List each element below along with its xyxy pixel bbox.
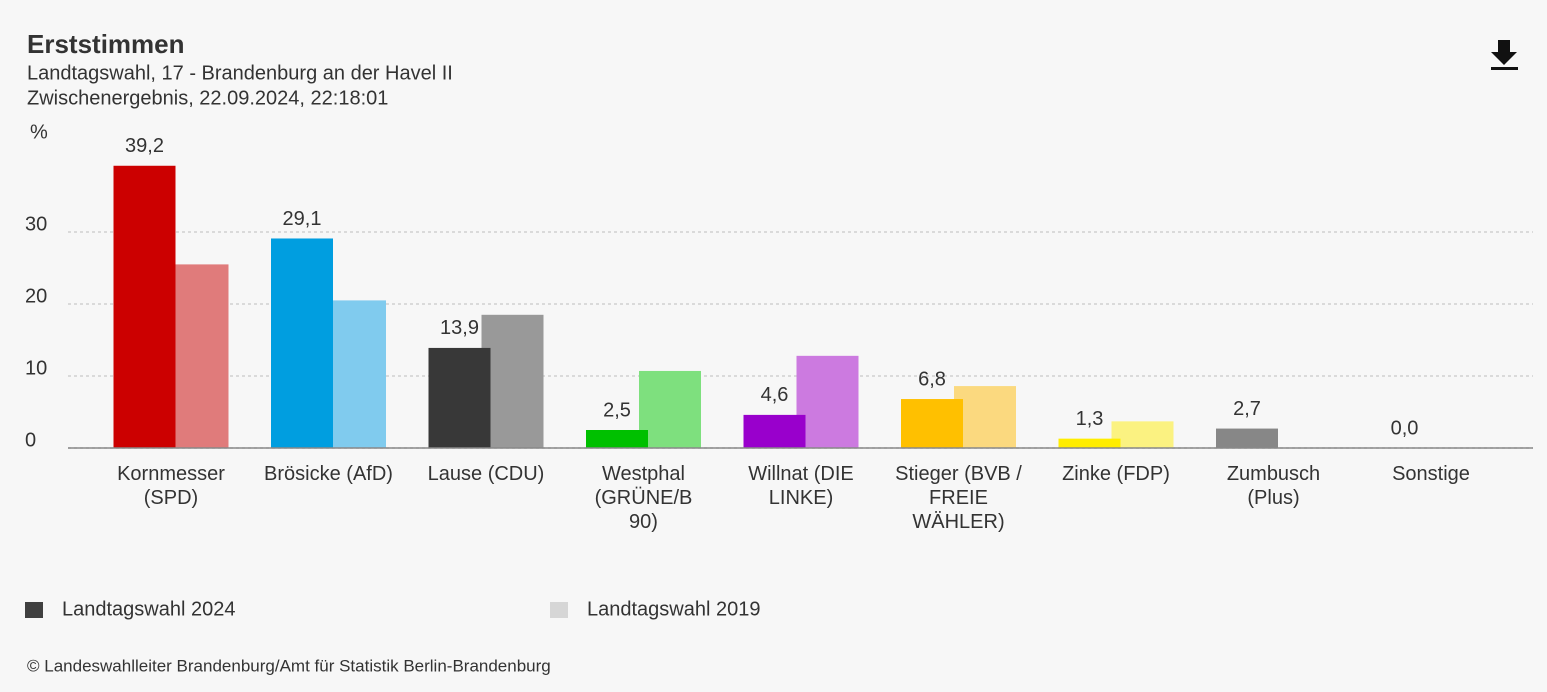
y-tick-label: 20 [25,285,47,307]
bar [113,165,176,448]
download-icon[interactable] [1491,67,1518,70]
y-tick-label: 0 [25,429,36,451]
y-tick-label: 10 [25,357,47,379]
value-label: 29,1 [283,208,322,230]
bar [639,370,701,448]
x-tick-label: Zinke (FDP) [1062,463,1170,485]
legend-swatch [25,602,43,618]
x-tick-label: Kornmesser (SPD) [117,463,225,509]
x-tick-label: Brösicke (AfD) [264,463,393,485]
value-label: 13,9 [440,317,479,339]
legend-label: Landtagswahl 2019 [587,598,760,620]
x-tick-label: Zumbusch (Plus) [1226,463,1321,509]
x-tick-label: Sonstige [1392,463,1470,485]
subtitle: Zwischenergebnis, 22.09.2024, 22:18:01 [27,87,388,109]
bar [324,300,386,448]
bar [743,414,806,448]
value-label: 2,5 [603,399,631,421]
bar [481,314,544,448]
value-label: 0,0 [1391,417,1419,439]
bar [1058,438,1121,448]
bar [796,355,859,448]
bar [901,399,963,448]
chart-title: Erststimmen [27,29,185,59]
value-label: 1,3 [1076,408,1104,430]
x-tick-label: Westphal (GRÜNE/B 90) [594,463,693,533]
value-label: 4,6 [761,384,789,406]
x-tick-label: Willnat (DIE LINKE) [748,463,854,509]
bar [428,347,491,448]
subtitle: Landtagswahl, 17 - Brandenburg an der Ha… [27,62,453,84]
y-tick-label: 30 [25,213,47,235]
legend-swatch [550,602,568,618]
y-axis-label: % [30,121,48,143]
x-tick-label: Stieger (BVB / FREIE WÄHLER) [895,463,1022,533]
value-label: 39,2 [125,135,164,157]
download-button[interactable] [1491,40,1518,70]
bar [1216,428,1278,448]
x-tick-label: Lause (CDU) [427,463,545,485]
bar [1111,421,1174,448]
source: © Landeswahlleiter Brandenburg/Amt für S… [27,656,551,675]
value-label: 2,7 [1233,398,1261,420]
bar [954,386,1016,448]
bar [166,264,229,448]
bar [586,430,648,448]
bar [271,238,333,448]
download-icon[interactable] [1491,40,1517,65]
value-label: 6,8 [918,368,946,390]
legend-label: Landtagswahl 2024 [62,598,235,620]
